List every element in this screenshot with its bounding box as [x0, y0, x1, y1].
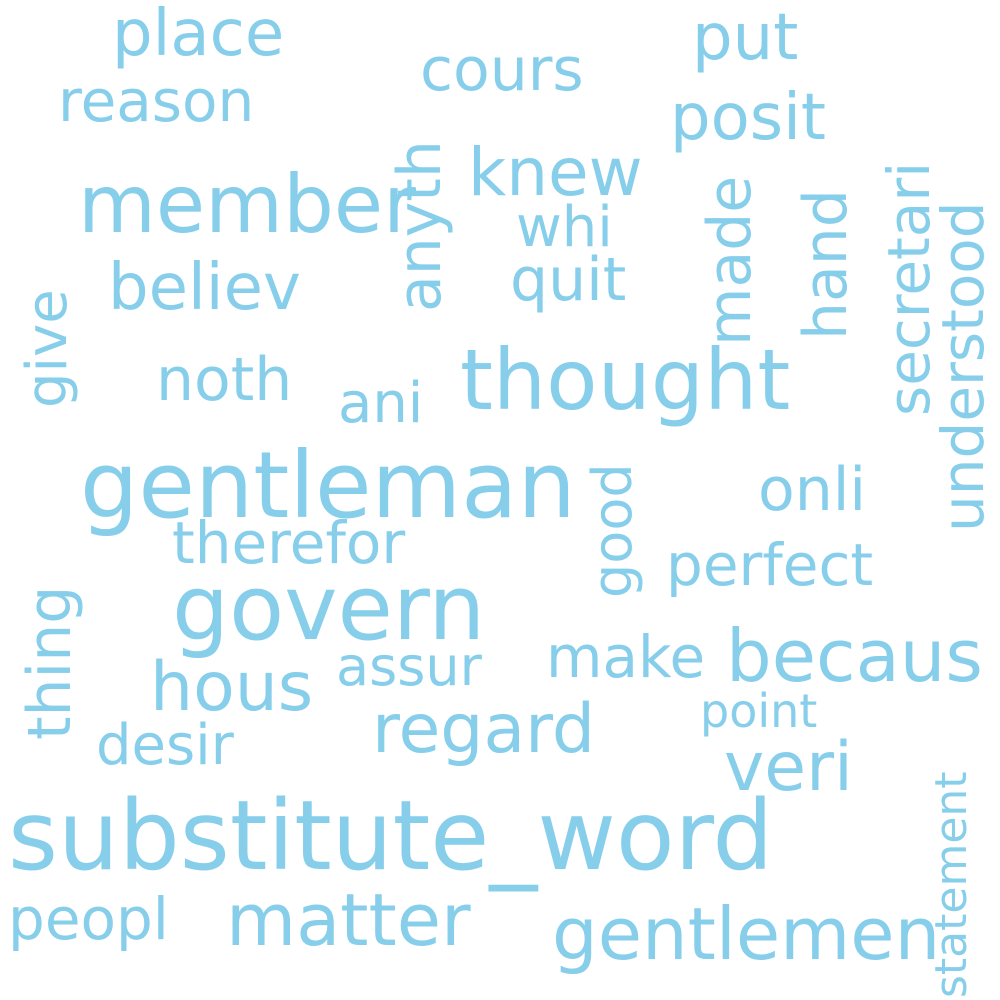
word-place: place — [112, 0, 285, 71]
word-make: make — [546, 623, 706, 691]
word-point: point — [700, 684, 818, 738]
word-posit: posit — [670, 81, 826, 155]
word-substitute-word: substitute_word — [8, 780, 774, 892]
word-knew: knew — [468, 134, 643, 211]
word-perfect: perfect — [666, 531, 874, 599]
word-believ: believ — [108, 251, 301, 325]
word-govern: govern — [172, 556, 486, 661]
word-whi: whi — [516, 195, 613, 260]
word-statement: statement — [926, 771, 977, 998]
word-thing: thing — [15, 585, 85, 740]
word-hous: hous — [150, 648, 314, 727]
word-understood: understood — [929, 201, 997, 532]
word-reason: reason — [58, 67, 255, 135]
word-hand: hand — [791, 189, 861, 340]
word-give: give — [15, 289, 80, 408]
word-cours: cours — [420, 35, 584, 105]
word-matter: matter — [226, 878, 471, 962]
word-gentlemen: gentlemen — [552, 892, 941, 976]
word-noth: noth — [156, 345, 293, 415]
word-gentleman: gentleman — [80, 432, 576, 539]
word-therefor: therefor — [172, 509, 406, 577]
word-peopl: peopl — [8, 885, 169, 953]
word-onli: onli — [758, 455, 867, 525]
word-veri: veri — [724, 728, 853, 807]
word-regard: regard — [372, 690, 596, 769]
word-put: put — [692, 1, 799, 75]
word-good: good — [581, 463, 644, 598]
word-member: member — [78, 158, 416, 251]
word-assur: assur — [336, 635, 482, 698]
word-desir: desir — [96, 713, 234, 778]
word-thought: thought — [460, 331, 791, 429]
word-made: made — [695, 175, 765, 346]
word-quit: quit — [510, 245, 627, 315]
word-ani: ani — [338, 371, 424, 436]
word-becaus: becaus — [726, 614, 983, 698]
word-anyth: anyth — [385, 140, 455, 312]
